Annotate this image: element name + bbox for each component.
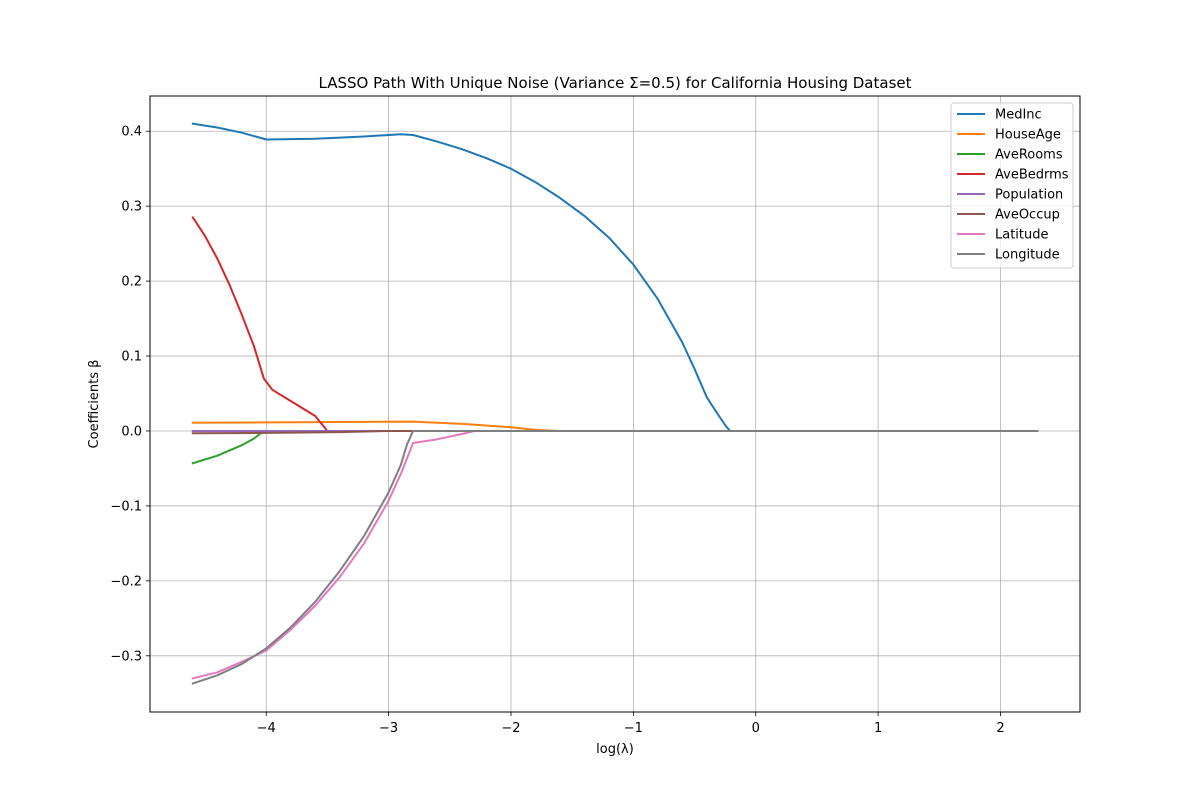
series-line-latitude: [191, 430, 1039, 680]
y-tick-label: 0.3: [121, 200, 142, 215]
legend-label-medinc: MedInc: [995, 108, 1042, 123]
axes-frame: [149, 95, 1081, 713]
y-tick-label: 0.0: [121, 424, 142, 439]
series-lines: [191, 122, 1039, 685]
y-tick-label: 0.2: [121, 275, 142, 290]
y-axis-label: Coefficients β: [87, 360, 102, 449]
x-axis-label: log(λ): [596, 742, 634, 757]
legend-label-averooms: AveRooms: [995, 148, 1063, 163]
x-tick-label: 0: [752, 721, 760, 736]
x-tick-label: 2: [996, 721, 1004, 736]
x-tick-label: −4: [257, 721, 276, 736]
legend-label-avebedrms: AveBedrms: [995, 168, 1069, 183]
legend-box: [950, 102, 1074, 269]
x-tick-label: −2: [501, 721, 520, 736]
x-tick-label: −3: [379, 721, 398, 736]
chart-title: LASSO Path With Unique Noise (Variance Σ…: [319, 74, 912, 92]
legend-label-houseage: HouseAge: [995, 128, 1061, 143]
y-tick-label: 0.4: [121, 125, 142, 140]
ticks: −4 −3 −2 −1 0 1 2 −0.3 −0.2 −0.1 0.0 0.1 0.2 0.3 0.4: [110, 125, 1004, 736]
grid: [150, 96, 1080, 712]
y-tick-label: −0.3: [110, 649, 142, 664]
y-tick-label: −0.2: [110, 574, 142, 589]
y-tick-label: −0.1: [110, 499, 142, 514]
series-line-averooms: [191, 430, 1039, 465]
x-tick-label: −1: [624, 721, 643, 736]
legend-label-latitude: Latitude: [995, 228, 1049, 243]
series-line-longitude: [191, 430, 1039, 685]
series-line-medinc: [191, 122, 1039, 432]
legend-items: MedInc HouseAge AveRooms AveBedrms Populatio…: [957, 108, 1069, 263]
series-line-houseage: [191, 420, 1039, 432]
legend-label-population: Population: [995, 188, 1063, 203]
y-tick-label: 0.1: [121, 350, 142, 365]
series-line-avebedrms: [191, 216, 1039, 432]
legend-label-aveoccup: AveOccup: [995, 208, 1060, 223]
x-tick-label: 1: [874, 721, 882, 736]
legend-label-longitude: Longitude: [995, 248, 1060, 263]
legend: MedInc HouseAge AveRooms AveBedrms Populatio…: [950, 102, 1074, 269]
